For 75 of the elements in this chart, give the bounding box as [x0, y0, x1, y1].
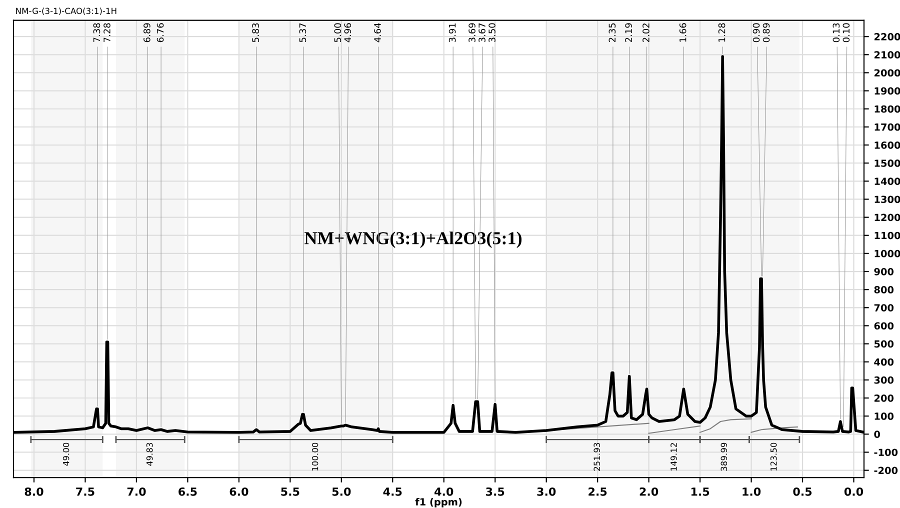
annotation: 3.50: [488, 23, 496, 42]
x-tick-label: 2.0: [640, 487, 658, 496]
y-tick-label: 1600: [874, 141, 900, 149]
band-label: 49.00: [62, 442, 70, 466]
y-tick-label: 1300: [874, 196, 900, 204]
band-label: 251.93: [594, 442, 600, 471]
y-tick-label: 2000: [874, 69, 900, 77]
annotation: 1.66: [679, 23, 686, 42]
text: NM-G-(3-1)-CAO(3:1)-1H: [16, 8, 116, 16]
annotation: 5.00: [334, 23, 342, 42]
x-tick-label: 0.0: [844, 487, 864, 496]
line-series: [699, 418, 752, 433]
x-tick-label: 5.5: [281, 488, 300, 496]
y-tick-label: 600: [874, 322, 894, 330]
annotation: 2.19: [625, 23, 632, 42]
y-tick-label: 0: [874, 430, 880, 438]
annotation: 0.10: [842, 23, 850, 42]
y-tick-label: -100: [874, 448, 898, 456]
y-tick-label: 1100: [874, 232, 900, 240]
x-tick-label: 7.5: [76, 488, 94, 496]
x-axis-title: f1 (ppm): [415, 498, 462, 508]
annotation: 7.28: [104, 23, 110, 42]
annotation: NM+WNG(3:1)+Al2O3(5:1): [304, 232, 522, 248]
x-tick-label: 0.5: [793, 487, 812, 496]
y-tick-label: -200: [874, 466, 898, 474]
annotation: 4.96: [344, 23, 352, 42]
x-tick-label: 2.5: [588, 487, 607, 496]
x-tick-label: 1.0: [742, 487, 761, 496]
x-tick-label: 1.5: [691, 488, 710, 496]
y-tick-label: 300: [874, 376, 894, 384]
y-tick-label: 2200: [874, 33, 900, 40]
y-tick-label: 1900: [874, 87, 900, 95]
y-tick-label: 1400: [874, 178, 900, 185]
band-label: 100.00: [312, 442, 318, 471]
y-tick-label: 1000: [874, 250, 900, 258]
y-tick-label: 900: [874, 268, 894, 276]
x-tick-label: 4.5: [383, 488, 402, 496]
annotation: 0.90: [752, 23, 760, 42]
annotation: 5.37: [299, 23, 306, 42]
y-tick-label: 100: [874, 412, 894, 420]
annotation: 3.67: [478, 23, 486, 42]
annotation: 2.35: [608, 23, 616, 42]
y-tick-label: 400: [874, 358, 894, 366]
annotation: 5.83: [252, 23, 259, 42]
y-tick-label: 2100: [874, 51, 900, 58]
annotation: 7.38: [93, 23, 100, 42]
annotation: 3.69: [468, 23, 476, 42]
x-tick-label: 6.5: [178, 487, 197, 496]
y-tick-label: 200: [874, 394, 894, 402]
x-tick-label: 3.5: [486, 487, 504, 496]
annotation: 4.64: [374, 23, 381, 42]
x-tick-label: 3.0: [537, 487, 556, 496]
annotation: 6.76: [156, 23, 164, 42]
annotation: 6.89: [144, 23, 150, 42]
y-tick-label: 500: [874, 340, 894, 348]
x-tick-label: 5.0: [332, 487, 351, 496]
y-tick-label: 1800: [874, 105, 900, 113]
annotation: 0.13: [832, 23, 840, 42]
y-tick-label: 1700: [874, 123, 900, 131]
annotation: 3.91: [448, 23, 456, 42]
annotation: 0.89: [762, 23, 770, 42]
x-tick-label: 7.0: [127, 487, 146, 496]
x-tick-label: 8.0: [24, 487, 44, 496]
annotation: 2.02: [642, 24, 650, 42]
band-label: 149.12: [670, 443, 677, 471]
y-tick-label: 1500: [874, 160, 900, 167]
band-label: 123.50: [770, 442, 777, 471]
x-tick-label: 4.0: [434, 487, 454, 496]
band-label: 49.83: [146, 442, 153, 466]
annotation: 1.28: [718, 23, 726, 42]
y-tick-label: 800: [874, 286, 894, 294]
band-label: 389.99: [720, 442, 728, 471]
x-tick-label: 6.0: [230, 487, 248, 496]
y-tick-label: 1200: [874, 214, 900, 222]
y-tick-label: 700: [874, 304, 894, 312]
